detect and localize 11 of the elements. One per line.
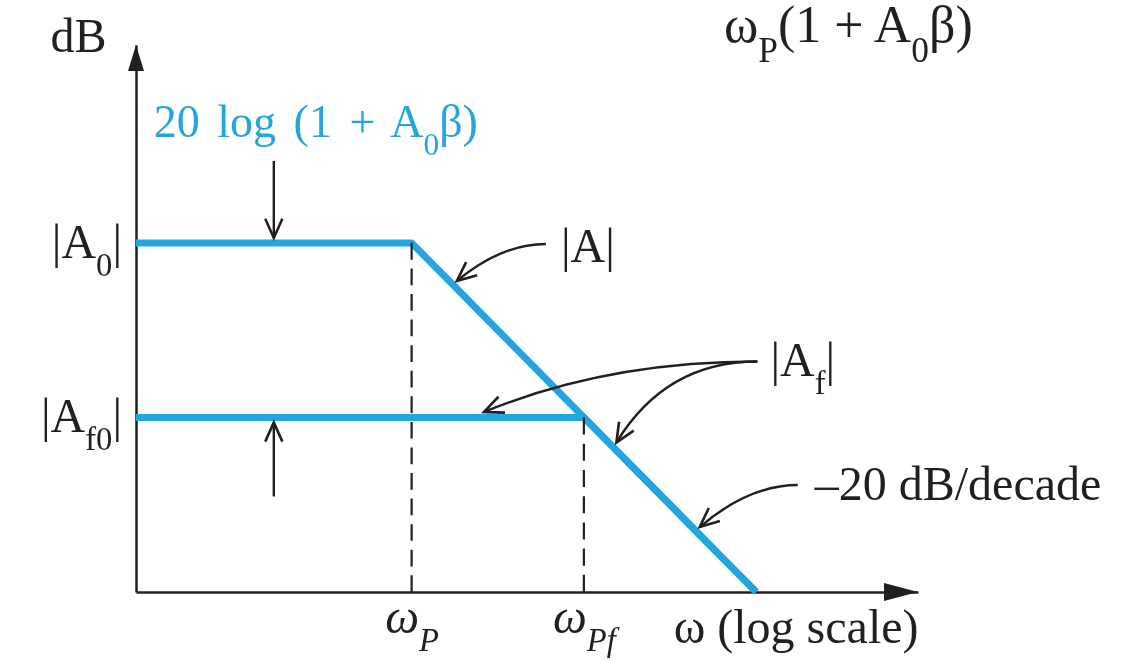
text: |A$_{f}$| xyxy=(770,332,836,401)
text: ω$_{P}$(1 + A$_{0}$β) xyxy=(724,0,973,70)
annotation: |A$_{0}$| xyxy=(51,214,122,283)
text: 20 log (1 + A$_{0}$β) xyxy=(153,95,478,162)
y-axis-title: dB xyxy=(50,8,107,62)
annotation: |A$_{f0}$| xyxy=(40,389,122,458)
x-axis-title: ω (log scale) xyxy=(673,599,919,654)
x-tick-label: ω$_{P}$ xyxy=(385,589,440,658)
series-label: |A| xyxy=(560,218,615,272)
x-tick-label: ω$_{Pf}$ xyxy=(552,589,620,658)
text: –20 dB/decade xyxy=(813,457,1102,511)
